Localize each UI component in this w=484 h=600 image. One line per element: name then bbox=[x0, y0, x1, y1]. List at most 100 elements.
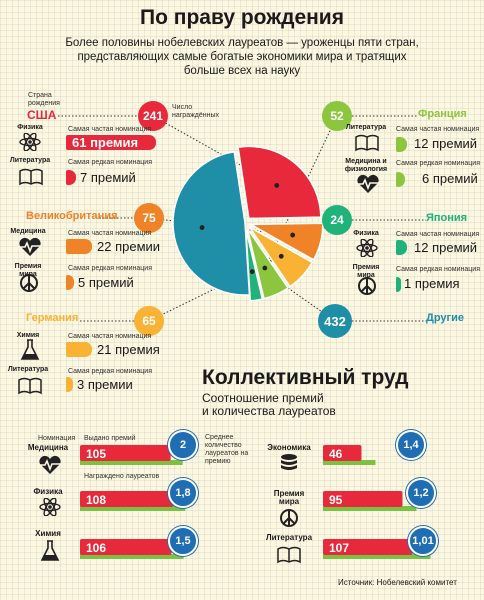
country-uk: Великобритания bbox=[26, 210, 118, 222]
prize-count: 12 премий bbox=[414, 136, 478, 151]
prize-count: 22 премии bbox=[97, 239, 161, 254]
prize-bar bbox=[66, 239, 92, 254]
book-icon bbox=[18, 377, 42, 395]
most-rare-label: Самая редкая номинация bbox=[68, 368, 152, 375]
prize-bar bbox=[323, 539, 413, 555]
country-japan: Япония bbox=[426, 212, 468, 224]
prize-bar bbox=[66, 377, 73, 392]
laureate-bar bbox=[80, 554, 184, 559]
prize-value: 106 bbox=[86, 541, 107, 555]
prize-bar bbox=[396, 137, 407, 152]
prize-count: 1 премия bbox=[404, 276, 460, 291]
ratio-bubble: 2 bbox=[168, 430, 198, 460]
row-label-medicine: Медицина bbox=[27, 443, 69, 452]
count-bubble-uk: 75 bbox=[134, 203, 164, 233]
connector-dot bbox=[290, 232, 296, 238]
prize-bar bbox=[66, 275, 74, 290]
connector-dot bbox=[249, 269, 255, 275]
category-label: Физика bbox=[353, 230, 379, 237]
pie-slice-5 bbox=[172, 150, 251, 296]
laureates-awarded-label: Награждено лауреатов bbox=[84, 473, 160, 480]
prize-bar bbox=[66, 170, 76, 185]
prize-count: 3 премии bbox=[77, 377, 133, 392]
ratio-bubble: 1,4 bbox=[396, 430, 426, 460]
prize-count: 6 премий bbox=[422, 171, 478, 186]
prize-value: 95 bbox=[329, 493, 343, 507]
most-rare-label: Самая редкая номинация bbox=[68, 159, 152, 166]
prize-bar bbox=[66, 342, 92, 357]
most-rare-label: Самая редкая номинация bbox=[396, 266, 480, 273]
pie-slice-0 bbox=[237, 145, 322, 220]
category-label: Физика bbox=[17, 124, 43, 131]
laureate-bar bbox=[80, 460, 183, 465]
prize-bar bbox=[66, 135, 156, 150]
atom-icon bbox=[39, 498, 61, 516]
connector-dot bbox=[262, 265, 268, 271]
country-france: Франция bbox=[418, 108, 467, 120]
prize-bar bbox=[323, 445, 362, 461]
prize-count: 61 премия bbox=[72, 135, 139, 150]
count-bubble-usa: 241 bbox=[138, 101, 168, 131]
book-icon bbox=[277, 546, 301, 564]
prize-bar bbox=[396, 240, 407, 255]
section-title: Коллективный труд bbox=[202, 366, 409, 389]
count-bubble-germany: 65 bbox=[134, 306, 164, 336]
book-icon bbox=[355, 134, 379, 152]
subtitle-line: Более половины нобелевских лауреатов — у… bbox=[65, 37, 419, 49]
peace-icon bbox=[358, 277, 376, 295]
book-icon bbox=[19, 168, 43, 186]
prize-bar bbox=[323, 491, 403, 507]
category-label: Медицина bbox=[10, 228, 46, 235]
most-frequent-label: Самая частая номинация bbox=[68, 126, 152, 133]
row-label-physics: Физика bbox=[33, 487, 63, 496]
connector-dot bbox=[199, 225, 205, 230]
connector-dot bbox=[278, 253, 284, 259]
ratio-bubble: 1,2 bbox=[406, 478, 436, 508]
row-label-chemistry: Химия bbox=[35, 529, 61, 538]
heart-pulse-icon bbox=[18, 237, 42, 256]
category-label: Литература bbox=[9, 157, 51, 164]
section-subtitle-line: и количества лауреатов bbox=[202, 404, 336, 418]
prize-count: 7 премий bbox=[80, 170, 136, 185]
heart-pulse-icon bbox=[38, 455, 62, 474]
prize-bar bbox=[396, 277, 401, 292]
prize-value: 46 bbox=[329, 447, 343, 461]
laureate-count-label: Число награждённых bbox=[172, 104, 220, 119]
row-label-economics: Экономика bbox=[267, 443, 311, 452]
avg-per-prize-label: Среднее количество лауреатов на премию bbox=[205, 434, 249, 465]
count-bubble-others: 432 bbox=[318, 304, 352, 338]
flask-icon bbox=[20, 339, 40, 360]
country-germany: Германия bbox=[26, 312, 79, 324]
row-label-literature: Литература bbox=[265, 533, 313, 542]
laureate-bar bbox=[323, 506, 417, 511]
category-label: Литература bbox=[345, 124, 387, 131]
laureate-bar bbox=[323, 460, 376, 465]
prize-bar bbox=[80, 445, 171, 461]
category-label: Премия мира bbox=[352, 264, 380, 279]
most-rare-label: Самая редкая номинация bbox=[396, 160, 480, 167]
nomination-label: Номинация bbox=[38, 435, 76, 442]
prize-bar bbox=[80, 491, 174, 507]
most-frequent-label: Самая частая номинация bbox=[68, 333, 152, 340]
flask-icon bbox=[40, 540, 60, 561]
section-subtitle-line: Соотношение премий bbox=[202, 391, 324, 405]
most-rare-label: Самая редкая номинация bbox=[68, 265, 152, 272]
atom-icon bbox=[356, 239, 378, 257]
prize-value: 108 bbox=[86, 493, 107, 507]
country-usa: США bbox=[27, 108, 57, 122]
country-others: Другие bbox=[426, 312, 464, 324]
section-subtitle: Соотношение премий и количества лауреато… bbox=[202, 392, 336, 418]
country-of-birth-label: Страна рождения bbox=[28, 92, 60, 107]
ratio-bubble: 1,01 bbox=[408, 526, 438, 556]
category-label: Химия bbox=[16, 332, 40, 339]
most-frequent-label: Самая частая номинация bbox=[396, 231, 480, 238]
peace-icon bbox=[280, 509, 298, 527]
count-bubble-france: 52 bbox=[322, 101, 352, 131]
category-label: Литература bbox=[7, 366, 49, 373]
count-bubble-japan: 24 bbox=[322, 205, 352, 235]
connector-dot bbox=[274, 183, 280, 188]
peace-icon bbox=[20, 274, 38, 292]
